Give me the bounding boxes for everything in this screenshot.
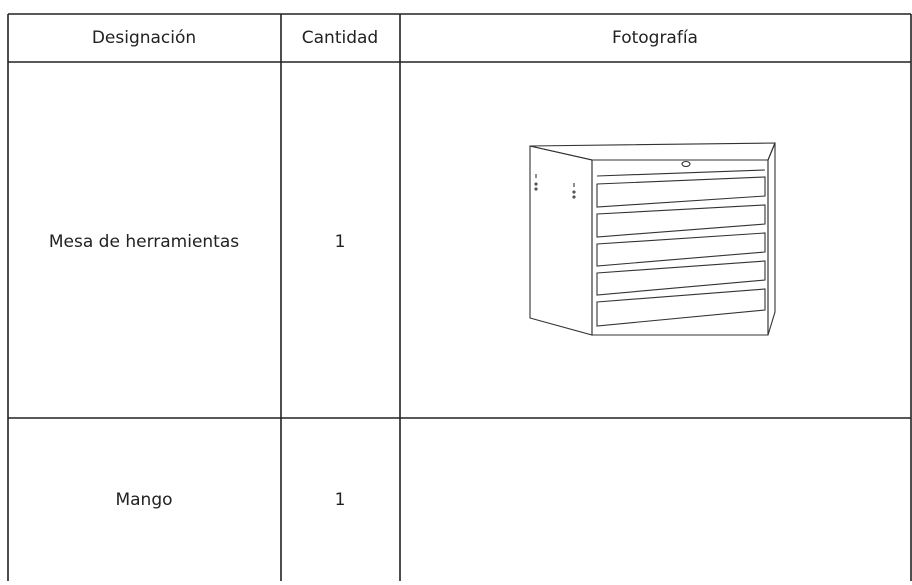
header-cell: Fotografía xyxy=(612,28,698,48)
table-borders xyxy=(7,13,912,581)
header-cell: Designación xyxy=(92,28,196,48)
cell: Mesa de herramientas xyxy=(49,232,239,252)
cell: Mango xyxy=(115,490,172,510)
cell: 1 xyxy=(335,232,346,252)
cell: 1 xyxy=(335,490,346,510)
tool-chest-illustration xyxy=(529,142,776,336)
header-cell: Cantidad xyxy=(302,28,378,48)
